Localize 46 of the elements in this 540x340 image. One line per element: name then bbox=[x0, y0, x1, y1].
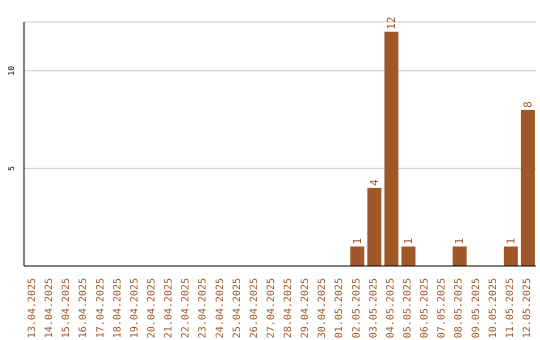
y-tick-label: 10 bbox=[7, 66, 16, 76]
x-tick-label: 10.05.2025 bbox=[488, 278, 499, 338]
bar bbox=[520, 110, 535, 266]
data-label: 1 bbox=[453, 238, 466, 244]
x-tick-label: 18.04.2025 bbox=[112, 278, 124, 338]
x-tick-label: 06.05.2025 bbox=[420, 278, 431, 338]
x-tick-label: 24.04.2025 bbox=[214, 278, 226, 338]
x-tick-label: 04.05.2025 bbox=[385, 278, 396, 338]
data-label: 8 bbox=[521, 101, 534, 108]
x-tick-label: 05.05.2025 bbox=[402, 278, 414, 338]
x-tick-label: 12.05.2025 bbox=[522, 278, 533, 338]
x-tick-label: 21.04.2025 bbox=[164, 278, 175, 338]
x-tick-label: 25.04.2025 bbox=[232, 278, 243, 338]
bar bbox=[504, 246, 518, 266]
x-tick-label: 09.05.2025 bbox=[470, 278, 482, 338]
x-tick-label: 14.04.2025 bbox=[44, 278, 56, 338]
x-tick-label: 07.05.2025 bbox=[436, 278, 448, 338]
x-tick-label: 27.04.2025 bbox=[266, 278, 277, 338]
x-tick-label: 08.05.2025 bbox=[454, 278, 465, 338]
data-label: 1 bbox=[504, 238, 518, 244]
bar bbox=[367, 188, 382, 266]
y-tick-label: 5 bbox=[7, 166, 16, 171]
x-tick-label: 20.04.2025 bbox=[146, 278, 158, 338]
data-label: 1 bbox=[350, 238, 364, 244]
x-tick-label: 15.04.2025 bbox=[61, 278, 72, 338]
data-label: 12 bbox=[384, 16, 398, 30]
x-tick-label: 13.04.2025 bbox=[27, 278, 38, 338]
x-tick-label: 29.04.2025 bbox=[300, 278, 312, 338]
x-tick-label: 26.04.2025 bbox=[248, 278, 260, 338]
data-label: 1 bbox=[402, 238, 415, 244]
bar bbox=[401, 246, 416, 266]
x-tick-label: 02.05.2025 bbox=[351, 278, 362, 338]
bar bbox=[350, 246, 364, 266]
x-tick-label: 23.04.2025 bbox=[198, 278, 209, 338]
x-tick-label: 11.05.2025 bbox=[504, 278, 516, 338]
x-tick-label: 30.04.2025 bbox=[317, 278, 328, 338]
x-tick-label: 19.04.2025 bbox=[129, 278, 140, 338]
bar bbox=[452, 246, 467, 266]
x-tick-label: 16.04.2025 bbox=[78, 278, 90, 338]
x-tick-label: 28.04.2025 bbox=[283, 278, 294, 338]
x-tick-label: 01.05.2025 bbox=[334, 278, 346, 338]
x-tick-label: 17.04.2025 bbox=[95, 278, 106, 338]
data-label: 4 bbox=[368, 178, 381, 186]
bar bbox=[384, 32, 398, 266]
x-tick-label: 03.05.2025 bbox=[368, 278, 380, 338]
x-tick-label: 22.04.2025 bbox=[180, 278, 192, 338]
